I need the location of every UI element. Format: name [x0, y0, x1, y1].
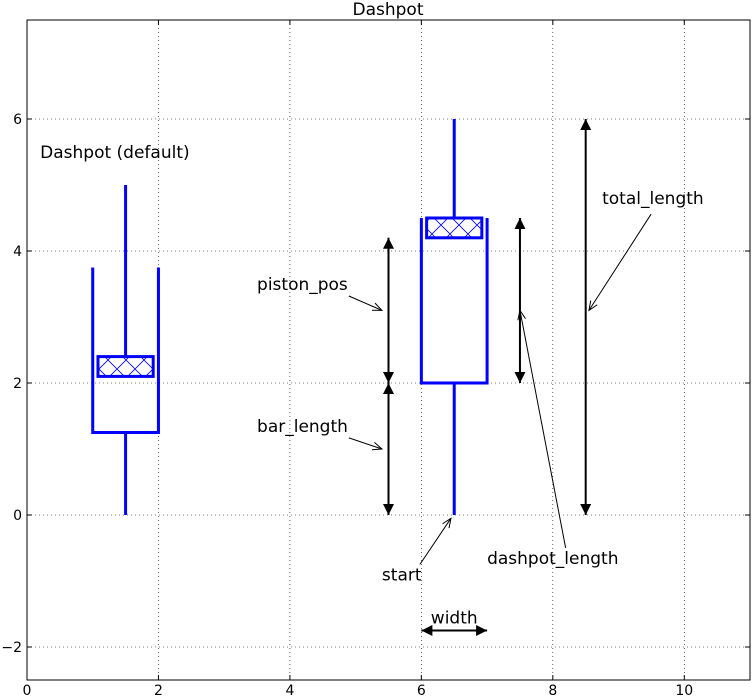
ticks: 0 2 4 6 8 10 −2 0 2 4 6 [1, 20, 750, 697]
arrowhead [383, 237, 394, 249]
x-tick-label: 8 [548, 683, 557, 697]
annotation-arrowhead [442, 517, 452, 529]
x-tick-label: 6 [417, 683, 426, 697]
arrowhead [514, 218, 526, 229]
grid [26, 20, 750, 680]
y-tick-label: 4 [13, 244, 22, 260]
arrowhead [421, 625, 433, 636]
arrowhead [383, 383, 394, 394]
x-tick-label: 2 [154, 683, 163, 697]
dashpot-cylinder [419, 218, 489, 385]
arrowhead [580, 504, 592, 515]
annotation-arrowhead [588, 300, 598, 312]
arrowhead [476, 625, 488, 636]
x-tick-label: 4 [285, 683, 294, 697]
annotation-dashpot_length: dashpot_length [487, 549, 618, 569]
y-tick-label: 0 [13, 508, 22, 524]
annotation-piston_pos: piston_pos [257, 275, 348, 295]
y-tick-label: 6 [13, 112, 22, 128]
annotation-total_length: total_length [602, 189, 704, 209]
arrowhead [383, 372, 394, 383]
arrowhead [580, 119, 592, 130]
arrowhead [514, 372, 526, 383]
y-tick-label: −2 [1, 640, 22, 656]
y-tick-label: 2 [13, 376, 22, 392]
dashpot-label: Dashpot (default) [40, 143, 189, 163]
x-tick-label: 10 [675, 683, 693, 697]
plot-area: Dashpot (default) piston_pos bar_lengthsta… [40, 119, 704, 636]
axes-frame [26, 19, 751, 681]
annotation-arrowhead [517, 309, 526, 321]
annotation-arrow [348, 437, 383, 450]
annotation-arrow [588, 213, 652, 311]
x-tick-label: 0 [23, 683, 32, 697]
annotation-bar_length: bar_length [257, 417, 348, 437]
annotation-arrowhead [371, 442, 384, 451]
annotation-start: start [382, 565, 422, 585]
annotation-arrow [348, 295, 383, 311]
dashpot-cylinder [91, 267, 160, 434]
annotation-arrow [519, 310, 567, 548]
annotation-arrow [419, 518, 452, 565]
piston [425, 216, 484, 240]
annotation-arrowhead [371, 302, 384, 311]
piston [96, 355, 155, 378]
arrowhead [383, 504, 394, 515]
annotation-width: width [431, 608, 478, 628]
chart-title: Dashpot [353, 0, 424, 20]
